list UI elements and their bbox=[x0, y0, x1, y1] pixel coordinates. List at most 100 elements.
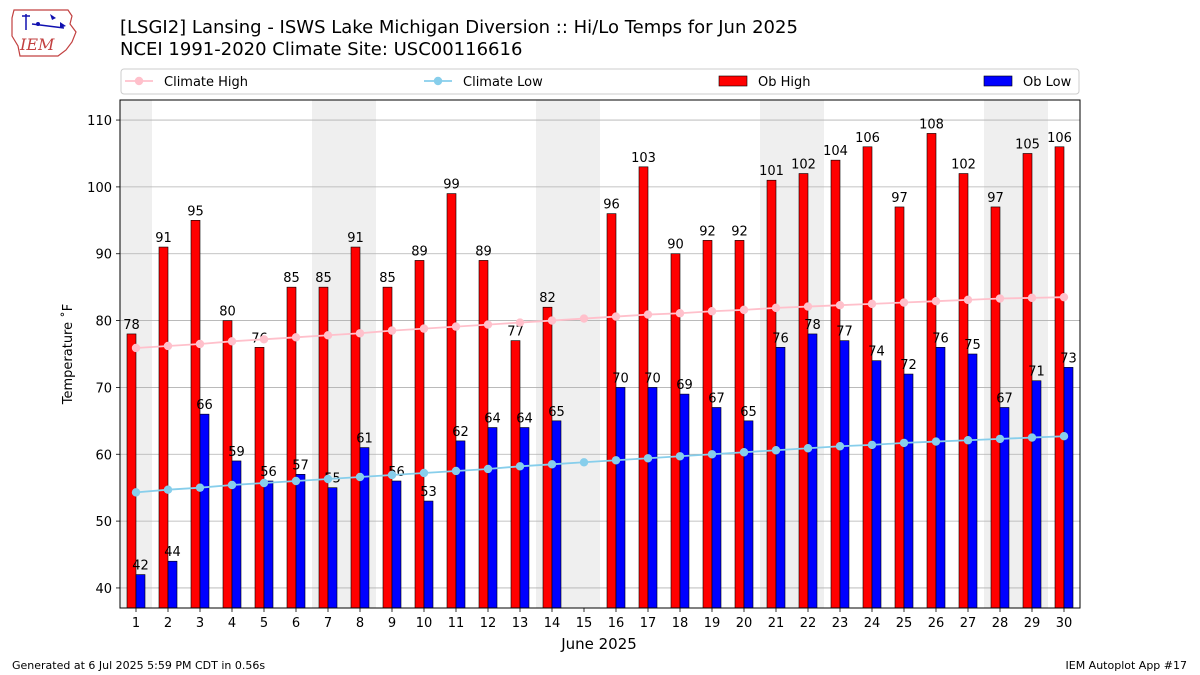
x-tick-label: 7 bbox=[324, 616, 332, 631]
climate-high-point bbox=[227, 337, 237, 346]
ob-high-label: 80 bbox=[219, 305, 236, 320]
ob-low-label: 67 bbox=[708, 391, 725, 406]
ob-high-bar bbox=[926, 133, 937, 609]
legend-ob-high-swatch bbox=[718, 75, 748, 87]
ob-low-label: 59 bbox=[228, 445, 245, 460]
x-tick-label: 28 bbox=[992, 616, 1009, 631]
climate-high-point bbox=[963, 295, 973, 305]
chart-subtitle: NCEI 1991-2020 Climate Site: USC00116616 bbox=[120, 39, 523, 60]
ob-low-label: 73 bbox=[1060, 351, 1077, 366]
ob-low-label: 57 bbox=[292, 458, 309, 473]
legend-ob-low-swatch bbox=[983, 75, 1013, 87]
climate-low-point bbox=[1027, 433, 1037, 442]
climate-high-point bbox=[323, 331, 333, 340]
ob-low-bar bbox=[199, 413, 210, 609]
x-tick-label: 11 bbox=[448, 616, 465, 631]
climate-high-point bbox=[835, 301, 845, 310]
climate-low-line bbox=[135, 435, 1065, 494]
x-tick-label: 22 bbox=[800, 616, 817, 631]
ob-low-bar bbox=[487, 427, 498, 609]
ob-low-label: 78 bbox=[804, 318, 821, 333]
ob-high-label: 103 bbox=[631, 151, 656, 166]
climate-high-point bbox=[451, 322, 461, 331]
climate-low-point bbox=[1059, 432, 1069, 441]
ob-low-label: 66 bbox=[196, 398, 213, 413]
climate-low-point bbox=[675, 452, 685, 461]
ob-low-label: 70 bbox=[612, 371, 629, 386]
climate-high-point bbox=[291, 333, 301, 342]
climate-high-line bbox=[135, 296, 1065, 349]
climate-low-point bbox=[387, 470, 397, 480]
y-tick-label: 90 bbox=[95, 248, 112, 263]
ob-low-bar bbox=[935, 347, 946, 609]
ob-high-bar bbox=[1022, 153, 1033, 609]
ob-high-bar bbox=[990, 206, 1001, 609]
ob-low-bar bbox=[327, 487, 338, 609]
y-tick-label: 110 bbox=[87, 114, 112, 129]
ob-low-bar bbox=[391, 480, 402, 609]
climate-high-point bbox=[163, 341, 173, 351]
ob-high-bar bbox=[734, 240, 745, 609]
climate-high-point bbox=[867, 299, 877, 309]
ob-low-bar bbox=[295, 474, 306, 609]
climate-high-point bbox=[259, 335, 269, 344]
ob-low-bar bbox=[423, 500, 434, 609]
plot-frame bbox=[119, 99, 1081, 609]
climate-low-point bbox=[579, 458, 589, 467]
x-tick-label: 2 bbox=[164, 616, 172, 631]
x-tick-label: 6 bbox=[292, 616, 300, 631]
x-tick-label: 4 bbox=[228, 616, 236, 631]
ob-high-label: 90 bbox=[667, 238, 684, 253]
legend-climate-high-label: Climate High bbox=[164, 75, 248, 90]
ob-low-bar bbox=[775, 347, 786, 609]
ob-low-label: 64 bbox=[516, 412, 533, 427]
x-tick-label: 9 bbox=[388, 616, 396, 631]
climate-low-point bbox=[739, 448, 749, 457]
climate-high-point bbox=[355, 329, 365, 338]
ob-high-bar bbox=[382, 286, 393, 609]
climate-high-point bbox=[803, 302, 813, 311]
ob-high-bar bbox=[1054, 146, 1065, 609]
climate-low-point bbox=[995, 434, 1005, 444]
y-tick-label: 50 bbox=[95, 515, 112, 530]
ob-low-label: 70 bbox=[644, 371, 661, 386]
climate-high-point bbox=[419, 324, 429, 333]
ob-low-label: 72 bbox=[900, 358, 917, 373]
ob-high-label: 108 bbox=[919, 117, 944, 132]
climate-high-point bbox=[1059, 292, 1069, 302]
x-axis-label: June 2025 bbox=[560, 635, 637, 653]
ob-high-label: 106 bbox=[1047, 131, 1072, 146]
ob-high-label: 89 bbox=[475, 244, 492, 259]
ob-low-bar bbox=[135, 574, 146, 609]
ob-high-label: 85 bbox=[315, 271, 332, 286]
iem-logo-text: IEM bbox=[19, 35, 55, 54]
y-tick-label: 80 bbox=[95, 315, 112, 330]
x-tick-label: 14 bbox=[544, 616, 561, 631]
ob-high-label: 96 bbox=[603, 198, 620, 213]
climate-high-point bbox=[771, 303, 781, 313]
ob-high-label: 91 bbox=[155, 231, 172, 246]
climate-high-point bbox=[611, 312, 621, 321]
x-tick-label: 23 bbox=[832, 616, 849, 631]
x-tick-label: 30 bbox=[1056, 616, 1073, 631]
ob-high-label: 104 bbox=[823, 144, 848, 159]
ob-high-bar bbox=[702, 240, 713, 609]
ob-low-bar bbox=[263, 480, 274, 609]
ob-high-bar bbox=[958, 173, 969, 609]
y-tick-label: 40 bbox=[95, 582, 112, 597]
climate-low-point bbox=[931, 437, 941, 446]
ob-low-bar bbox=[455, 440, 466, 609]
climate-low-point bbox=[131, 488, 141, 497]
ob-low-label: 76 bbox=[772, 331, 789, 346]
x-tick-label: 3 bbox=[196, 616, 204, 631]
ob-low-bar bbox=[903, 373, 914, 609]
ob-high-bar bbox=[446, 193, 457, 609]
x-tick-label: 29 bbox=[1024, 616, 1041, 631]
climate-low-point bbox=[195, 483, 205, 492]
ob-low-label: 71 bbox=[1028, 365, 1045, 380]
x-tick-label: 15 bbox=[576, 616, 593, 631]
climate-low-point bbox=[867, 440, 877, 450]
climate-high-point bbox=[931, 296, 941, 306]
ob-high-label: 92 bbox=[731, 224, 748, 239]
